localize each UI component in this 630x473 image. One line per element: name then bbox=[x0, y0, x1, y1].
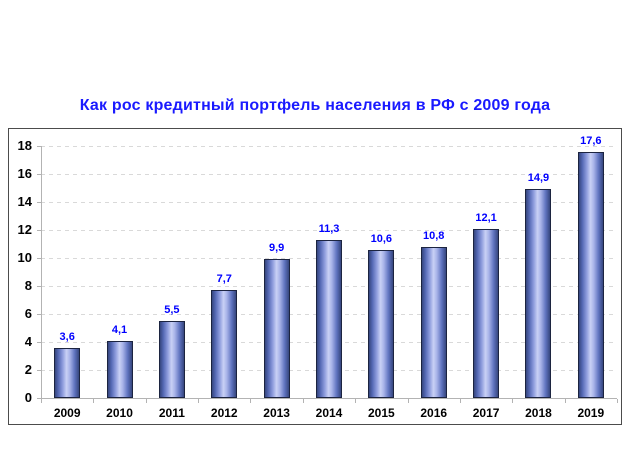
y-axis-label: 14 bbox=[17, 194, 32, 209]
bar-2018 bbox=[525, 189, 552, 398]
plot-area: 0 2 4 6 8 10 12 14 16 18 3,6 2009 4,1 2010 5,5 2011 7,7 2… bbox=[9, 129, 621, 424]
y-axis-tick bbox=[37, 398, 41, 399]
bar-2011 bbox=[158, 321, 185, 398]
bar-value-label: 12,1 bbox=[475, 211, 497, 224]
x-axis-label: 2017 bbox=[472, 406, 500, 420]
bar-value-label: 10,8 bbox=[423, 229, 445, 242]
x-axis-label: 2012 bbox=[210, 406, 238, 420]
bar-value-label: 14,9 bbox=[527, 172, 550, 185]
x-axis-tick bbox=[617, 399, 618, 403]
bar-value-label: 17,6 bbox=[580, 134, 602, 147]
x-axis-label: 2018 bbox=[525, 406, 552, 420]
bar-value-label: 5,5 bbox=[164, 304, 180, 316]
bar-value-label: 3,6 bbox=[59, 330, 75, 343]
x-axis-label: 2011 bbox=[158, 406, 185, 420]
x-axis-label: 2013 bbox=[263, 406, 290, 420]
bar-value-label: 10,6 bbox=[370, 232, 393, 245]
y-axis-tick bbox=[37, 146, 41, 147]
y-axis-tick bbox=[37, 342, 41, 343]
gridline bbox=[41, 174, 617, 175]
chart-title: Как рос кредитный портфель населения в Р… bbox=[79, 97, 551, 114]
gridline bbox=[41, 202, 617, 203]
x-axis-tick bbox=[459, 399, 461, 403]
x-axis-label: 2015 bbox=[368, 406, 395, 420]
y-axis-label: 18 bbox=[17, 138, 32, 153]
y-axis-tick bbox=[37, 230, 41, 231]
y-axis-line bbox=[41, 146, 42, 398]
x-axis-line bbox=[41, 398, 617, 399]
x-axis-tick bbox=[198, 399, 200, 403]
gridline bbox=[41, 146, 617, 147]
y-axis-tick bbox=[37, 202, 41, 203]
bar-value-label: 7,7 bbox=[216, 273, 232, 286]
y-axis-tick bbox=[37, 174, 41, 175]
bar-2013 bbox=[263, 259, 290, 398]
y-axis-label: 12 bbox=[17, 222, 32, 237]
x-axis-label: 2016 bbox=[420, 406, 448, 420]
y-axis-label: 10 bbox=[17, 250, 32, 265]
x-axis-tick bbox=[41, 399, 42, 403]
bar-2017 bbox=[473, 228, 500, 398]
y-axis-tick bbox=[37, 370, 41, 371]
x-axis-tick bbox=[250, 399, 252, 403]
bar-2014 bbox=[316, 239, 342, 398]
chart-box: 0 2 4 6 8 10 12 14 16 18 3,6 2009 4,1 2010 5,5 2011 7,7 2… bbox=[8, 128, 622, 425]
x-axis-tick bbox=[93, 399, 95, 403]
x-axis-tick bbox=[407, 399, 409, 403]
bar-2015 bbox=[368, 249, 395, 398]
bar-2019 bbox=[577, 151, 604, 398]
x-axis-tick bbox=[355, 399, 357, 403]
x-axis-tick bbox=[512, 399, 514, 403]
y-axis-label: 8 bbox=[24, 278, 32, 293]
x-axis-label: 2019 bbox=[577, 406, 605, 420]
y-axis-label: 2 bbox=[24, 362, 32, 377]
gridline bbox=[41, 230, 617, 231]
x-axis-tick bbox=[145, 399, 147, 403]
bar-value-label: 11,3 bbox=[318, 222, 340, 235]
bar-2010 bbox=[106, 340, 133, 398]
x-axis-label: 2010 bbox=[106, 406, 133, 420]
bar-2016 bbox=[420, 246, 447, 398]
y-axis-label: 0 bbox=[24, 390, 32, 405]
y-axis-label: 6 bbox=[24, 306, 32, 321]
x-axis-label: 2009 bbox=[53, 406, 81, 420]
bar-2012 bbox=[211, 290, 238, 398]
bar-2009 bbox=[54, 347, 81, 398]
x-axis-label: 2014 bbox=[315, 406, 343, 420]
y-axis-tick bbox=[37, 314, 41, 315]
y-axis-label: 4 bbox=[24, 334, 32, 349]
x-axis-tick bbox=[564, 399, 566, 403]
y-axis-tick bbox=[37, 258, 41, 259]
bar-value-label: 9,9 bbox=[268, 242, 285, 255]
y-axis-tick bbox=[37, 286, 41, 287]
x-axis-tick bbox=[302, 399, 304, 403]
y-axis-label: 16 bbox=[17, 166, 32, 181]
bar-value-label: 4,1 bbox=[111, 323, 128, 336]
